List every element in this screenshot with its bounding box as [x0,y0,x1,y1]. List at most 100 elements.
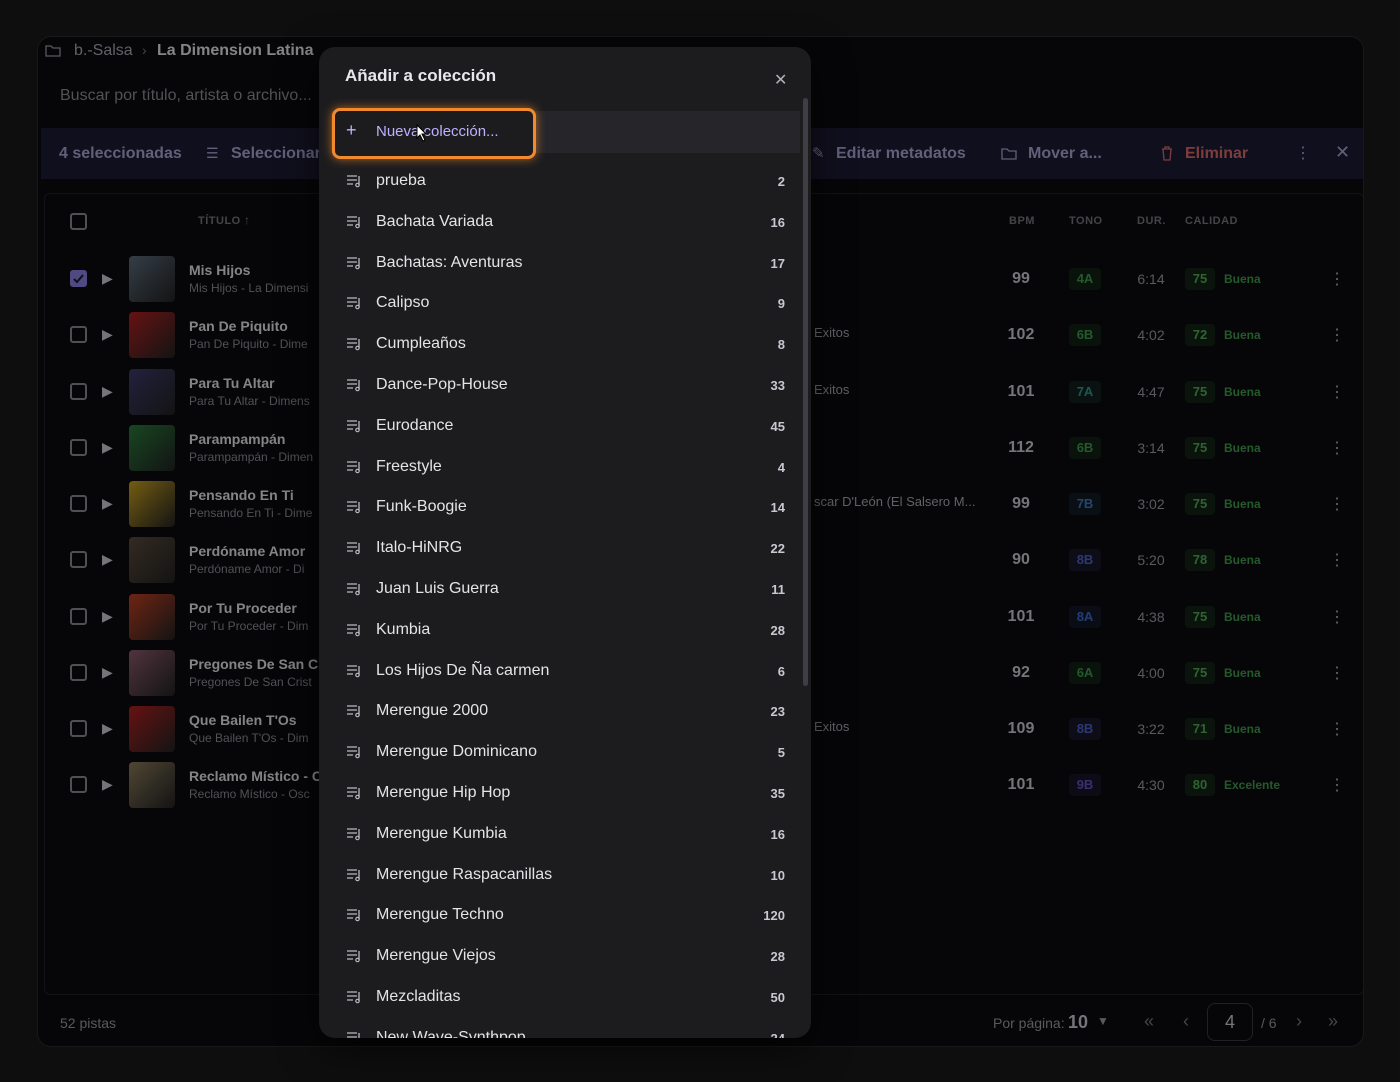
duration: 5:20 [1137,552,1165,569]
new-collection-label: Nueva colección... [376,123,499,140]
collection-item[interactable]: Mezcladitas 50 [331,977,800,1017]
play-button[interactable]: ▶ [102,326,113,343]
move-button[interactable]: Mover a... [1028,145,1102,162]
row-checkbox[interactable] [70,551,87,569]
play-button[interactable]: ▶ [102,551,113,568]
track-title[interactable]: Parampampán [189,430,286,447]
collection-item[interactable]: Cumpleaños 8 [331,324,800,364]
duration: 4:38 [1137,608,1165,625]
select-all-checkbox[interactable] [70,213,87,230]
first-page[interactable]: « [1144,1011,1155,1031]
breadcrumb[interactable]: La Dimension Latina [157,42,314,59]
collection-item[interactable]: Bachatas: Aventuras 17 [331,243,800,283]
row-checkbox[interactable] [70,720,87,737]
row-checkbox[interactable] [70,270,87,287]
more-button[interactable]: ⋮ [1295,145,1311,162]
collection-item[interactable]: Merengue Viejos 28 [331,936,800,976]
play-button[interactable]: ▶ [102,607,113,624]
play-button[interactable]: ▶ [102,382,113,399]
track-subtitle: Mis Hijos - La Dimensi [189,281,309,295]
collection-item[interactable]: Merengue Hip Hop 35 [331,773,800,813]
track-title[interactable]: Por Tu Proceder [189,599,297,616]
track-title[interactable]: Mis Hijos [189,262,251,278]
row-checkbox[interactable] [70,495,87,512]
row-checkbox[interactable] [70,382,87,400]
row-checkbox[interactable] [70,607,87,625]
track-title[interactable]: Reclamo Místico - C [189,768,323,785]
collection-item[interactable]: Los Hijos De Ña carmen 6 [331,651,800,691]
close-button[interactable]: ✕ [774,72,788,89]
row-checkbox[interactable] [70,326,87,344]
collection-item[interactable]: Merengue Kumbia 16 [331,814,800,854]
next-page[interactable]: › [1296,1011,1302,1031]
collection-count: 33 [770,378,785,393]
per-page-select[interactable]: 10 [1068,1012,1089,1032]
search-input[interactable]: Buscar por título, artista o archivo... [60,87,312,104]
collection-count: 28 [770,622,785,638]
duration: 3:14 [1137,439,1165,456]
row-menu[interactable]: ⋮ [1329,271,1345,288]
play-button[interactable]: ▶ [102,663,113,680]
play-button[interactable]: ▶ [102,438,113,455]
collection-item[interactable]: Juan Luis Guerra 11 [331,569,800,609]
track-title[interactable]: Pan De Piquito [189,318,288,335]
row-checkbox[interactable] [70,438,87,456]
row-menu[interactable]: ⋮ [1329,777,1345,795]
duration: 6:14 [1137,271,1165,287]
play-button[interactable]: ▶ [102,270,113,286]
collection-item[interactable]: Merengue Techno 120 [331,895,800,935]
row-menu[interactable]: ⋮ [1329,327,1345,345]
collection-item[interactable]: prueba 2 [331,161,800,201]
row-menu[interactable]: ⋮ [1329,721,1345,738]
new-collection-button[interactable] [332,108,536,159]
collection-item[interactable]: Merengue 2000 23 [331,691,800,731]
collection-item[interactable]: Merengue Dominicano 5 [331,732,800,772]
quality-score: 80 [1185,774,1215,797]
collection-item[interactable]: Freestyle 4 [331,447,800,487]
collection-item[interactable]: Kumbia 28 [331,610,800,650]
select-button[interactable]: Seleccionar [231,145,321,162]
collection-item[interactable]: Eurodance 45 [331,406,800,446]
last-page[interactable]: » [1328,1011,1339,1031]
collection-item[interactable]: Bachata Variada 16 [331,202,800,242]
collection-count: 35 [770,786,785,801]
quality-score: 75 [1185,380,1215,403]
play-button[interactable]: ▶ [102,495,113,511]
collection-item[interactable]: Merengue Raspacanillas 10 [331,855,800,895]
key-badge: 8A [1069,605,1101,628]
collection-item[interactable]: Calipso 9 [331,283,800,323]
row-menu[interactable]: ⋮ [1329,552,1345,570]
play-button[interactable]: ▶ [102,720,113,736]
breadcrumb[interactable]: b.-Salsa [74,42,133,59]
track-title[interactable]: Pensando En Ti [189,487,294,503]
delete-button[interactable]: Eliminar [1185,145,1249,162]
duration: 3:02 [1137,496,1165,512]
track-title[interactable]: Para Tu Altar [189,374,275,391]
bpm: 90 [1012,551,1030,569]
page-input[interactable]: 4 [1207,1003,1253,1041]
track-title[interactable]: Que Bailen T'Os [189,712,297,728]
prev-page[interactable]: ‹ [1183,1011,1189,1031]
row-menu[interactable]: ⋮ [1329,664,1345,682]
track-title[interactable]: Pregones De San C [189,655,319,672]
collection-item[interactable]: New Wave-Synthpop 24 [331,1018,800,1038]
clear-selection[interactable]: ✕ [1335,142,1351,162]
track-subtitle: Pregones De San Crist [189,674,312,689]
edit-button[interactable]: Editar metadatos [836,145,966,162]
duration: 4:30 [1137,777,1165,794]
collection-count: 2 [777,174,785,189]
track-subtitle: Reclamo Místico - Osc [189,787,310,802]
row-checkbox[interactable] [70,663,87,681]
collection-item[interactable]: Funk-Boogie 14 [331,487,800,527]
row-menu[interactable]: ⋮ [1329,439,1345,457]
row-menu[interactable]: ⋮ [1329,383,1345,401]
collection-item[interactable]: Italo-HiNRG 22 [331,528,800,568]
play-button[interactable]: ▶ [102,776,113,793]
track-title[interactable]: Perdóname Amor [189,543,306,560]
row-menu[interactable]: ⋮ [1329,608,1345,626]
row-checkbox[interactable] [70,776,87,794]
column-header[interactable]: TÍTULO [198,215,241,227]
scrollbar[interactable] [803,98,808,686]
row-menu[interactable]: ⋮ [1329,496,1345,513]
collection-item[interactable]: Dance-Pop-House 33 [331,365,800,405]
